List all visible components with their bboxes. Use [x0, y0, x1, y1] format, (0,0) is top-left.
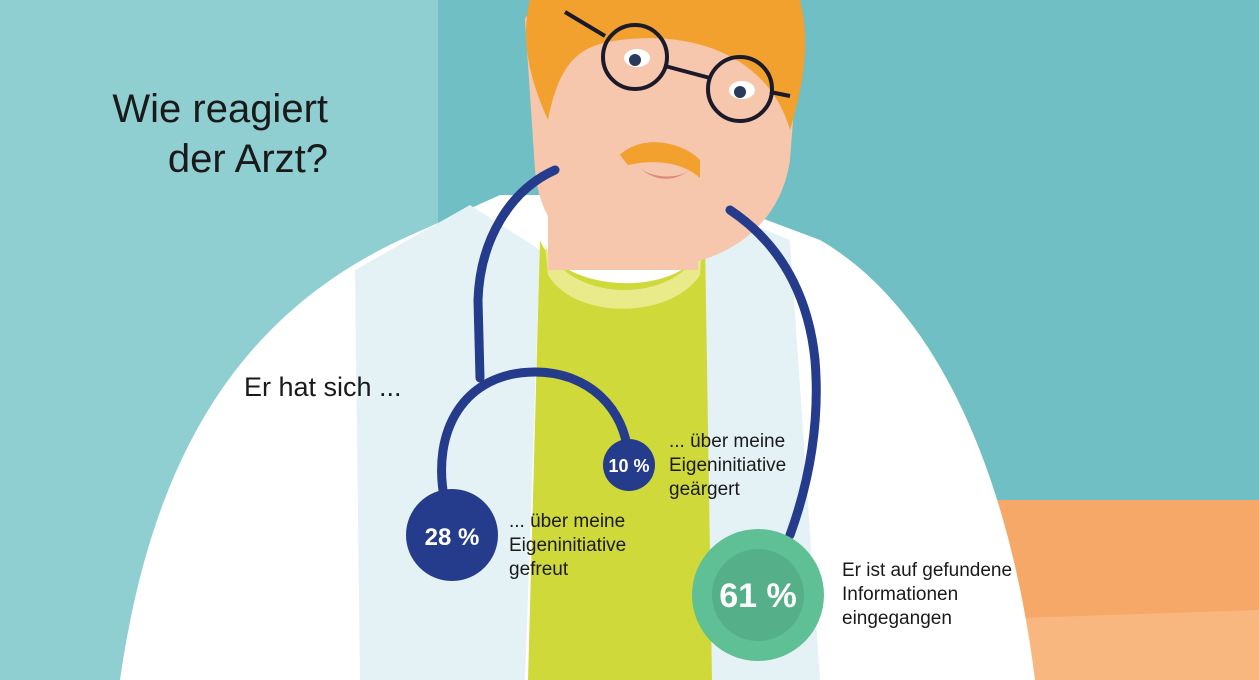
caption-61-line-3: eingegangen	[842, 608, 952, 629]
stethoscope	[437, 165, 821, 540]
caption-10: ... über meine Eigeninitiative geärgert	[669, 430, 786, 502]
intro-text: Er hat sich ...	[244, 372, 402, 402]
caption-61: Er ist auf gefundene Informationen einge…	[842, 559, 1012, 631]
bubble-10: 10 %	[603, 439, 655, 491]
bubble-label-10: 10 %	[608, 456, 649, 476]
caption-28-line-1: ... über meine	[509, 511, 626, 532]
chart-title: Wie reagiert der Arzt?	[60, 84, 328, 184]
face	[525, 0, 800, 269]
caption-28-line-3: gefreut	[509, 559, 569, 580]
bubble-61: 61 %	[692, 529, 824, 661]
caption-28: ... über meine Eigeninitiative gefreut	[509, 510, 626, 582]
caption-61-line-2: Informationen	[842, 584, 959, 605]
bubble-label-61: 61 %	[719, 577, 797, 615]
caption-10-line-1: ... über meine	[669, 431, 786, 452]
caption-28-line-2: Eigeninitiative	[509, 535, 627, 556]
glasses	[563, 10, 791, 123]
mustache	[620, 142, 700, 178]
caption-61-line-1: Er ist auf gefundene	[842, 560, 1013, 581]
chart-title-line-1: Wie reagiert	[112, 87, 328, 131]
eyes	[624, 49, 755, 99]
caption-10-line-3: geärgert	[669, 479, 740, 500]
mouth	[640, 168, 690, 179]
bubble-label-28: 28 %	[425, 524, 480, 551]
shirt-collar	[545, 245, 702, 309]
bubble-28: 28 %	[406, 489, 498, 581]
background-table-edge	[960, 610, 1259, 680]
caption-10-line-2: Eigeninitiative	[669, 455, 787, 476]
chart-title-line-2: der Arzt?	[167, 137, 328, 181]
